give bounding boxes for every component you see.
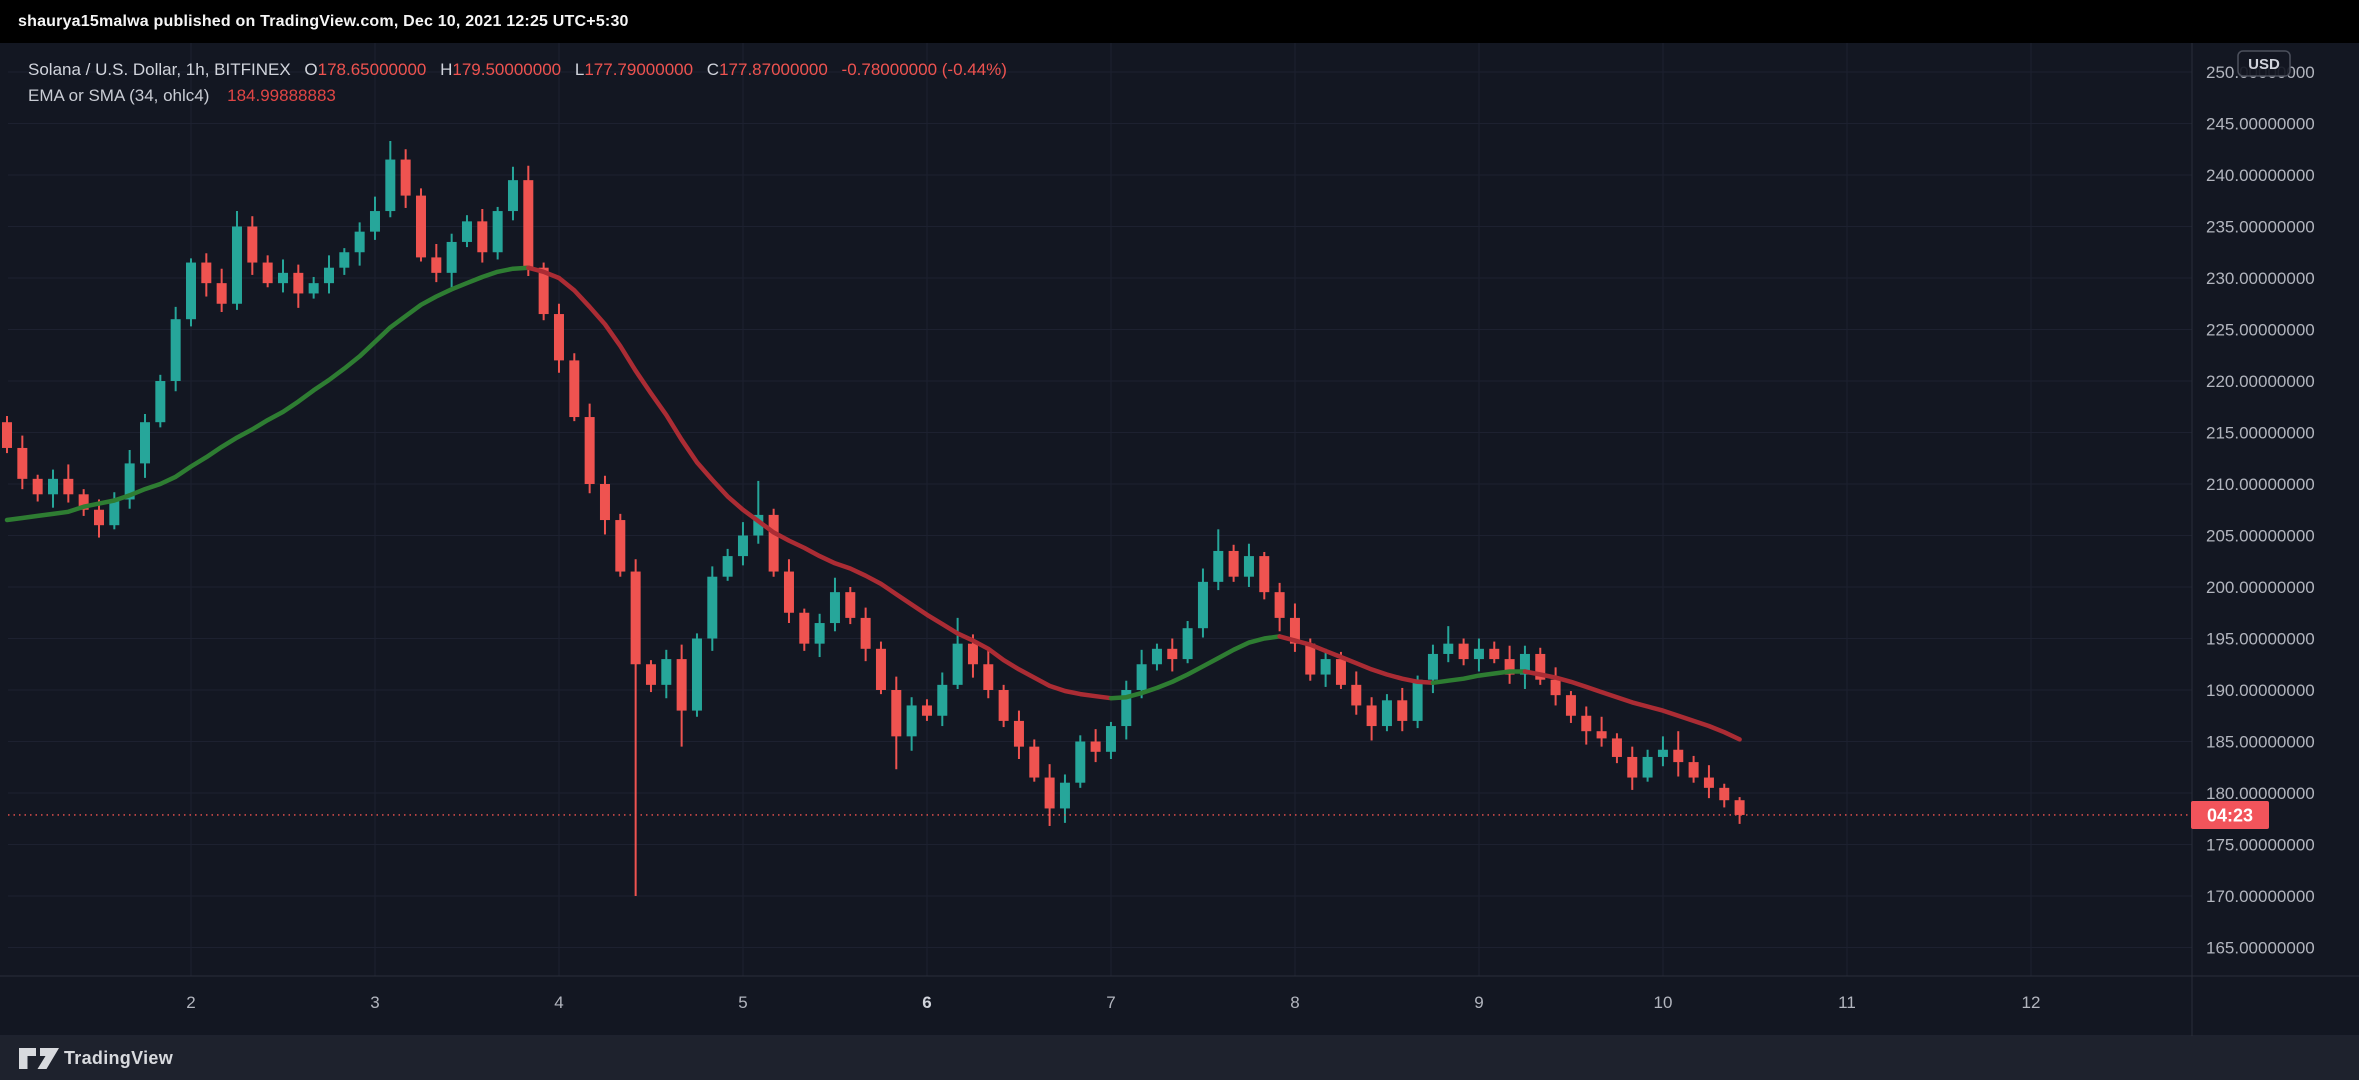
svg-text:9: 9 [1474, 993, 1483, 1012]
ema-segment-up [1108, 634, 1282, 701]
svg-text:8: 8 [1290, 993, 1299, 1012]
svg-text:6: 6 [922, 993, 931, 1012]
svg-text:215.00000000: 215.00000000 [2206, 424, 2315, 443]
svg-text:4: 4 [554, 993, 563, 1012]
tradingview-logo-icon[interactable] [18, 1046, 60, 1071]
publish-text: shaurya15malwa published on TradingView.… [18, 12, 629, 30]
currency-badge[interactable]: USD [2237, 50, 2291, 77]
close-label: C [706, 60, 720, 79]
ema-segment-down [526, 265, 1114, 701]
svg-text:12: 12 [2022, 993, 2041, 1012]
svg-text:190.00000000: 190.00000000 [2206, 681, 2315, 700]
ema-segment-up [1430, 669, 1528, 686]
publish-bar: shaurya15malwa published on TradingView.… [0, 0, 2359, 43]
svg-text:240.00000000: 240.00000000 [2206, 166, 2315, 185]
svg-text:235.00000000: 235.00000000 [2206, 218, 2315, 237]
open-label: O [304, 60, 318, 79]
symbol-legend-row[interactable]: Solana / U.S. Dollar, 1h, BITFINEX O178.… [28, 60, 1007, 80]
svg-text:210.00000000: 210.00000000 [2206, 475, 2315, 494]
indicator-name: EMA or SMA (34, ohlc4) [28, 86, 210, 105]
svg-text:2: 2 [186, 993, 195, 1012]
ema-segment-down [1277, 634, 1436, 686]
high-value: 179.50000000 [452, 60, 562, 79]
svg-text:180.00000000: 180.00000000 [2206, 784, 2315, 803]
svg-text:220.00000000: 220.00000000 [2206, 372, 2315, 391]
indicator-value: 184.99888883 [227, 86, 336, 105]
svg-text:10: 10 [1654, 993, 1673, 1012]
low-value: 177.79000000 [584, 60, 694, 79]
countdown-label: 04:23 [2191, 800, 2269, 829]
time-axis[interactable]: 2 3 4 5 6 7 8 9 10 11 12 [186, 993, 2040, 1012]
low-label: L [574, 60, 585, 79]
open-value: 178.65000000 [317, 60, 427, 79]
svg-text:04:23: 04:23 [2207, 805, 2253, 825]
ema-segment-up [4, 265, 531, 523]
tradingview-brand-text[interactable]: TradingView [64, 1048, 173, 1068]
change-value: -0.78000000 (-0.44%) [841, 60, 1007, 79]
high-label: H [440, 60, 453, 79]
indicator-legend-row[interactable]: EMA or SMA (34, ohlc4) 184.99888883 [28, 86, 336, 106]
ema-segment-down [1522, 669, 1742, 742]
close-value: 177.87000000 [719, 60, 828, 79]
svg-text:7: 7 [1106, 993, 1115, 1012]
svg-text:175.00000000: 175.00000000 [2206, 836, 2315, 855]
svg-text:5: 5 [738, 993, 747, 1012]
svg-text:3: 3 [370, 993, 379, 1012]
svg-text:170.00000000: 170.00000000 [2206, 887, 2315, 906]
svg-text:200.00000000: 200.00000000 [2206, 578, 2315, 597]
symbol-title: Solana / U.S. Dollar, 1h, BITFINEX [28, 60, 291, 79]
price-axis[interactable]: 250.00000000245.00000000240.00000000235.… [2206, 63, 2315, 958]
svg-text:245.00000000: 245.00000000 [2206, 115, 2315, 134]
svg-text:230.00000000: 230.00000000 [2206, 269, 2315, 288]
svg-text:185.00000000: 185.00000000 [2206, 733, 2315, 752]
ema-line [4, 265, 1742, 742]
svg-text:165.00000000: 165.00000000 [2206, 939, 2315, 958]
svg-text:205.00000000: 205.00000000 [2206, 527, 2315, 546]
svg-text:225.00000000: 225.00000000 [2206, 321, 2315, 340]
candlestick-series[interactable] [2, 141, 1745, 896]
svg-text:195.00000000: 195.00000000 [2206, 630, 2315, 649]
svg-text:11: 11 [1838, 993, 1856, 1012]
svg-text:USD: USD [2248, 56, 2280, 73]
footer-bar: TradingView [0, 1037, 2359, 1080]
